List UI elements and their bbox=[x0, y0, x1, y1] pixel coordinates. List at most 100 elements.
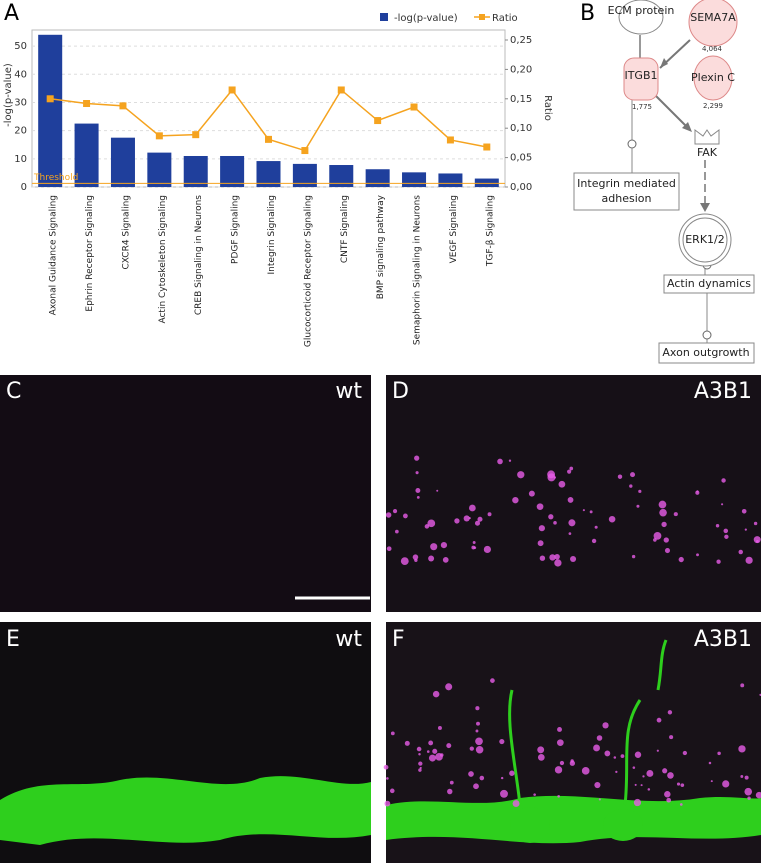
puncta bbox=[708, 761, 712, 765]
bar bbox=[220, 155, 245, 187]
puncta bbox=[428, 740, 434, 746]
node-box-text: Integrin mediated adhesion bbox=[577, 177, 676, 205]
puncta bbox=[664, 790, 671, 798]
puncta bbox=[679, 803, 683, 806]
node-label: ECM protein bbox=[608, 4, 675, 17]
puncta bbox=[512, 496, 519, 504]
puncta bbox=[636, 504, 640, 508]
puncta bbox=[753, 521, 758, 526]
puncta bbox=[661, 521, 667, 528]
puncta bbox=[620, 754, 625, 758]
y2-tick-label: 0,20 bbox=[510, 64, 532, 75]
y2-axis-title: Ratio bbox=[542, 95, 553, 121]
puncta bbox=[392, 509, 398, 514]
y2-tick-label: 0,15 bbox=[510, 94, 532, 105]
puncta bbox=[384, 800, 391, 807]
marker bbox=[155, 132, 163, 140]
puncta bbox=[474, 520, 481, 526]
puncta bbox=[723, 528, 729, 534]
puncta bbox=[428, 754, 436, 762]
y-tick-label: 50 bbox=[14, 41, 27, 52]
puncta bbox=[557, 727, 562, 732]
puncta bbox=[680, 783, 685, 787]
marker bbox=[83, 100, 91, 108]
puncta bbox=[553, 521, 557, 525]
puncta bbox=[604, 750, 611, 757]
image-label: wt bbox=[335, 627, 362, 652]
puncta bbox=[386, 546, 392, 552]
green-fiber bbox=[508, 639, 668, 806]
x-tick-label: VEGF Signaling bbox=[449, 195, 459, 263]
marker bbox=[337, 86, 345, 94]
puncta bbox=[744, 528, 747, 531]
puncta bbox=[559, 760, 565, 766]
node-shape bbox=[694, 129, 720, 145]
puncta bbox=[744, 775, 749, 780]
puncta bbox=[656, 749, 659, 752]
puncta bbox=[716, 559, 721, 564]
puncta bbox=[475, 737, 483, 746]
puncta bbox=[570, 555, 577, 563]
green-band bbox=[386, 795, 761, 844]
puncta bbox=[656, 717, 662, 723]
puncta bbox=[582, 509, 585, 512]
end-circle bbox=[627, 139, 637, 149]
puncta bbox=[483, 545, 491, 554]
node-label: ECM protein bbox=[608, 4, 675, 17]
puncta bbox=[447, 788, 453, 795]
image-label: wt bbox=[335, 379, 362, 404]
puncta bbox=[667, 710, 673, 715]
node-label: Integrin mediated adhesion bbox=[577, 177, 676, 205]
green-band bbox=[0, 776, 371, 845]
puncta bbox=[615, 770, 618, 774]
marker bbox=[192, 131, 200, 139]
end-circle bbox=[702, 330, 712, 340]
puncta bbox=[537, 540, 544, 547]
y2-tick-label: 0,00 bbox=[510, 182, 532, 193]
puncta bbox=[666, 797, 672, 803]
puncta bbox=[477, 516, 483, 522]
puncta bbox=[471, 545, 476, 550]
x-tick-label: PDGF Signaling bbox=[231, 195, 241, 264]
puncta bbox=[499, 739, 505, 745]
puncta bbox=[717, 751, 721, 756]
node-value: 1,775 bbox=[632, 103, 652, 111]
node-value: 4,064 bbox=[702, 45, 723, 53]
panel-label: D bbox=[392, 379, 409, 404]
puncta bbox=[528, 490, 535, 497]
puncta bbox=[463, 515, 470, 522]
green-cell bbox=[603, 809, 643, 841]
node-box bbox=[663, 274, 755, 294]
puncta bbox=[472, 540, 476, 544]
puncta bbox=[558, 480, 566, 488]
bar bbox=[438, 173, 463, 187]
puncta bbox=[468, 504, 476, 512]
puncta bbox=[678, 556, 684, 563]
threshold-label: Threshold bbox=[33, 173, 78, 183]
x-tick-label: Actin Cytoskeleton Signaling bbox=[158, 195, 168, 324]
puncta bbox=[633, 798, 642, 807]
marker bbox=[265, 135, 272, 143]
puncta bbox=[475, 729, 479, 733]
image-label: A3B1 bbox=[694, 627, 752, 652]
puncta bbox=[556, 739, 564, 747]
arrowhead bbox=[700, 203, 710, 212]
node-shape bbox=[682, 217, 728, 263]
node-label: Plexin C bbox=[691, 71, 735, 84]
node-shape bbox=[693, 55, 733, 101]
puncta bbox=[385, 512, 392, 518]
puncta bbox=[416, 746, 422, 752]
node-shape bbox=[618, 0, 664, 35]
puncta bbox=[568, 532, 572, 535]
node-label: Axon outgrowth bbox=[662, 346, 749, 359]
puncta bbox=[567, 469, 572, 474]
x-tick-label: Axonal Guidance Signaling bbox=[49, 195, 59, 315]
puncta bbox=[536, 503, 544, 511]
puncta bbox=[721, 478, 726, 483]
puncta bbox=[538, 525, 545, 532]
puncta bbox=[446, 743, 452, 749]
puncta bbox=[468, 516, 471, 520]
puncta bbox=[753, 536, 761, 544]
x-tick-label: CNTF Signaling bbox=[340, 195, 350, 263]
marker bbox=[228, 86, 236, 94]
